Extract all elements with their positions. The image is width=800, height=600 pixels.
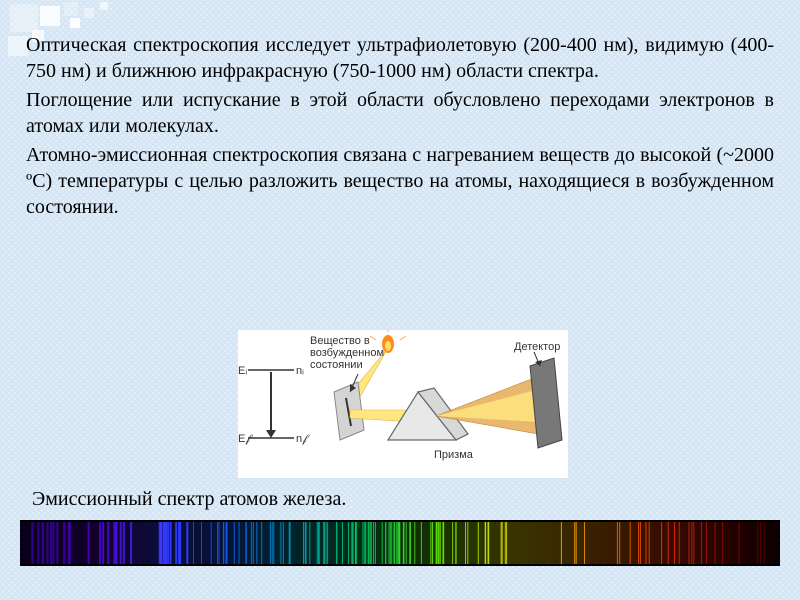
- paragraph-2: Поглощение или испускание в этой области…: [26, 87, 774, 140]
- label-Ei: Eᵢ: [238, 365, 247, 377]
- spectroscopy-diagram: Eᵢ E𝒻 nᵢ n𝒻 Призма: [238, 330, 568, 478]
- spectrum-caption: Эмиссионный спектр атомов железа.: [32, 488, 346, 511]
- label-excited: Вещество ввозбужденномсостоянии: [310, 335, 384, 371]
- detector-icon: [530, 358, 562, 448]
- label-nf: n𝒻: [296, 433, 310, 445]
- label-Ef: E𝒻: [238, 433, 253, 445]
- paragraph-3: Атомно-эмиссионная спектроскопия связана…: [26, 142, 774, 221]
- label-prism: Призма: [434, 449, 474, 461]
- label-ni: nᵢ: [296, 365, 304, 377]
- paragraph-1: Оптическая спектроскопия исследует ультр…: [26, 32, 774, 85]
- main-text: Оптическая спектроскопия исследует ультр…: [26, 32, 774, 223]
- emission-spectrum: [20, 520, 780, 566]
- label-detector: Детектор: [514, 341, 560, 353]
